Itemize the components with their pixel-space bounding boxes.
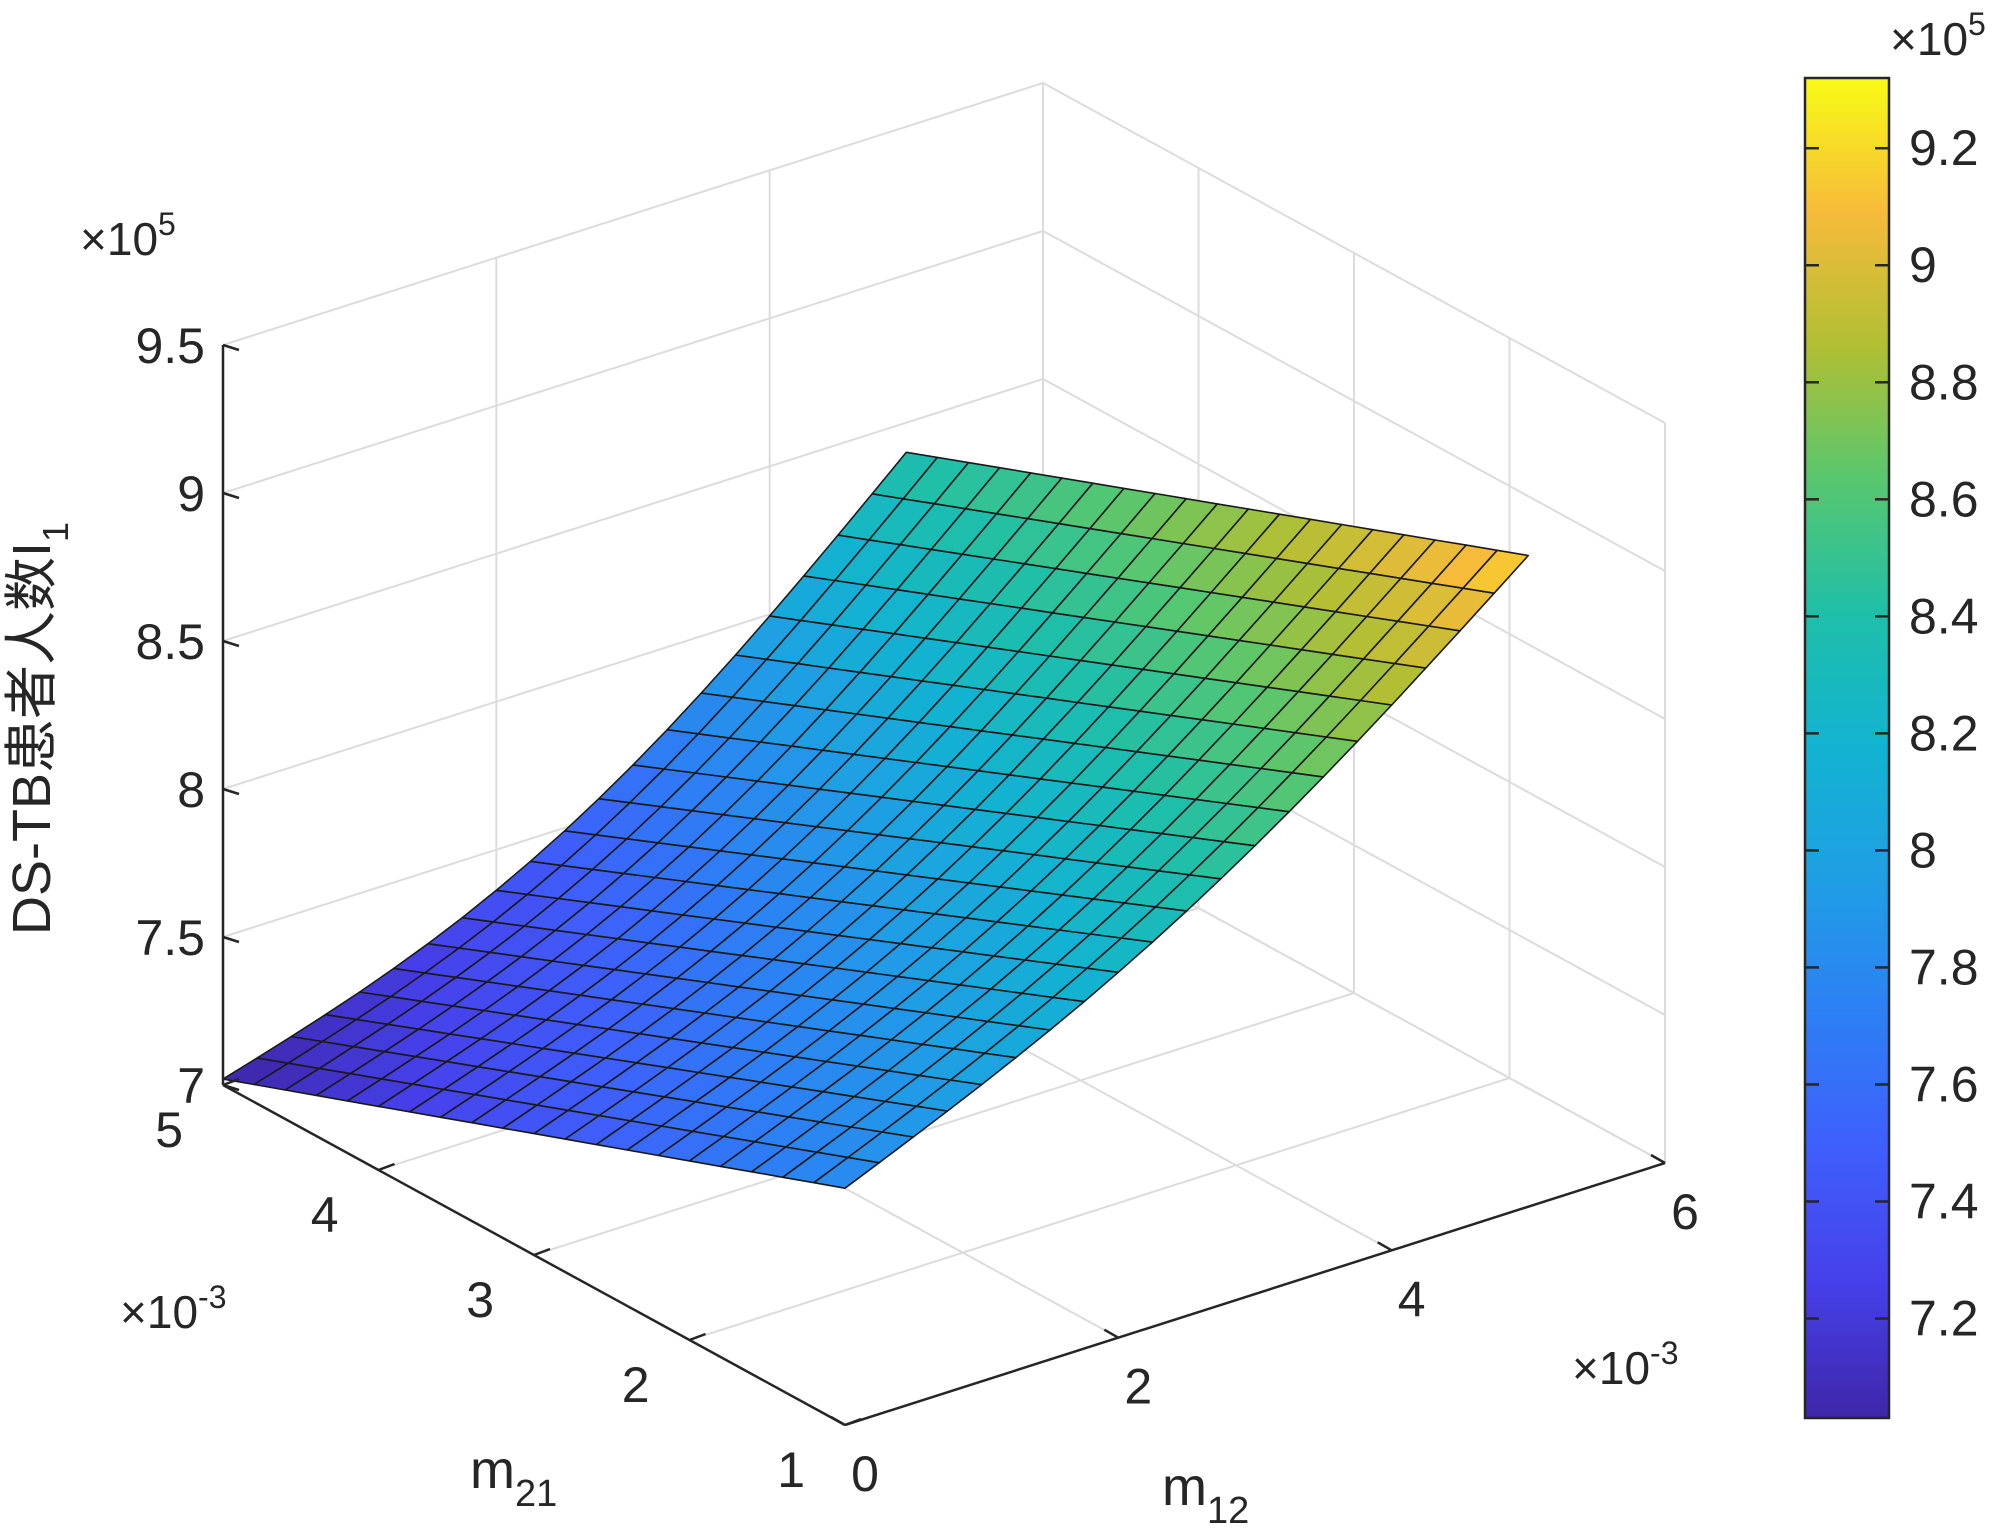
z-axis-label: DS-TB患者人数I1 — [2, 522, 76, 935]
z-tick-label: 8 — [177, 762, 205, 818]
colorbar-tick-label: 8.4 — [1909, 588, 1979, 644]
z-tick-label: 7 — [177, 1058, 205, 1114]
colorbar-tick-label: 8 — [1909, 822, 1937, 878]
x-tick-label: 6 — [1671, 1184, 1699, 1240]
y-tick — [689, 1332, 706, 1342]
y-tick — [844, 1417, 862, 1427]
colorbar-ticks: 7.2 7.4 7.6 7.8 8 8.2 8.4 8.6 8.8 9 9.2 — [1805, 120, 1979, 1347]
colorbar-tick-label: 9.2 — [1909, 120, 1979, 176]
x-tick — [1103, 1328, 1119, 1339]
colorbar-tick-label: 8.8 — [1909, 354, 1979, 410]
z-tick-label: 9.5 — [135, 318, 205, 374]
surface-cell — [1462, 549, 1530, 595]
tick-labels: 7 7.5 8 8.5 9 9.5 1 2 3 4 5 0 2 4 6 — [135, 318, 1698, 1502]
y-axis-multiplier: ×10-3 — [120, 1279, 226, 1338]
y-axis-label: m21 — [470, 1440, 557, 1515]
z-tick — [222, 491, 240, 500]
colorbar-tick-label: 7.8 — [1909, 939, 1979, 995]
colorbar-tick-label: 8.2 — [1909, 705, 1979, 761]
x-tick — [1377, 1241, 1393, 1252]
x-axis-multiplier: ×10-3 — [1572, 1335, 1678, 1394]
x-tick-label: 0 — [851, 1446, 879, 1502]
colorbar-tick-label: 7.2 — [1909, 1291, 1979, 1347]
colorbar-tick-label: 7.6 — [1909, 1056, 1979, 1112]
x-tick — [1650, 1153, 1666, 1165]
colorbar-tick-label: 8.6 — [1909, 471, 1979, 527]
y-tick-label: 4 — [311, 1187, 339, 1243]
colorbar-tick-label: 9 — [1909, 237, 1937, 293]
y-tick-label: 1 — [777, 1442, 805, 1498]
y-tick — [378, 1162, 395, 1172]
y-tick-label: 5 — [155, 1102, 183, 1158]
z-tick — [222, 935, 240, 944]
x-axis-label: m12 — [1162, 1457, 1249, 1532]
colorbar — [1803, 76, 1891, 1420]
colorbar-tick-label: 7.4 — [1909, 1173, 1979, 1229]
y-tick — [222, 1077, 240, 1087]
z-axis-multiplier: ×105 — [80, 206, 176, 265]
gridline — [222, 81, 1666, 424]
z-tick — [222, 1083, 240, 1092]
gridline — [533, 992, 1355, 1256]
colorbar-multiplier: ×105 — [1890, 6, 1986, 65]
z-tick — [222, 787, 240, 796]
x-axis-line — [844, 1161, 1666, 1427]
z-tick-label: 7.5 — [135, 910, 205, 966]
x-tick-label: 2 — [1124, 1359, 1152, 1415]
y-tick-label: 3 — [466, 1272, 494, 1328]
z-tick — [222, 639, 240, 648]
z-tick-label: 8.5 — [135, 614, 205, 670]
y-tick-label: 2 — [622, 1357, 650, 1413]
x-tick — [830, 1415, 846, 1427]
surface-mesh — [222, 451, 1530, 1189]
z-tick — [222, 343, 240, 352]
z-tick-label: 9 — [177, 466, 205, 522]
y-tick — [533, 1247, 551, 1257]
gridline — [689, 1077, 1510, 1341]
x-tick-label: 4 — [1398, 1271, 1426, 1327]
